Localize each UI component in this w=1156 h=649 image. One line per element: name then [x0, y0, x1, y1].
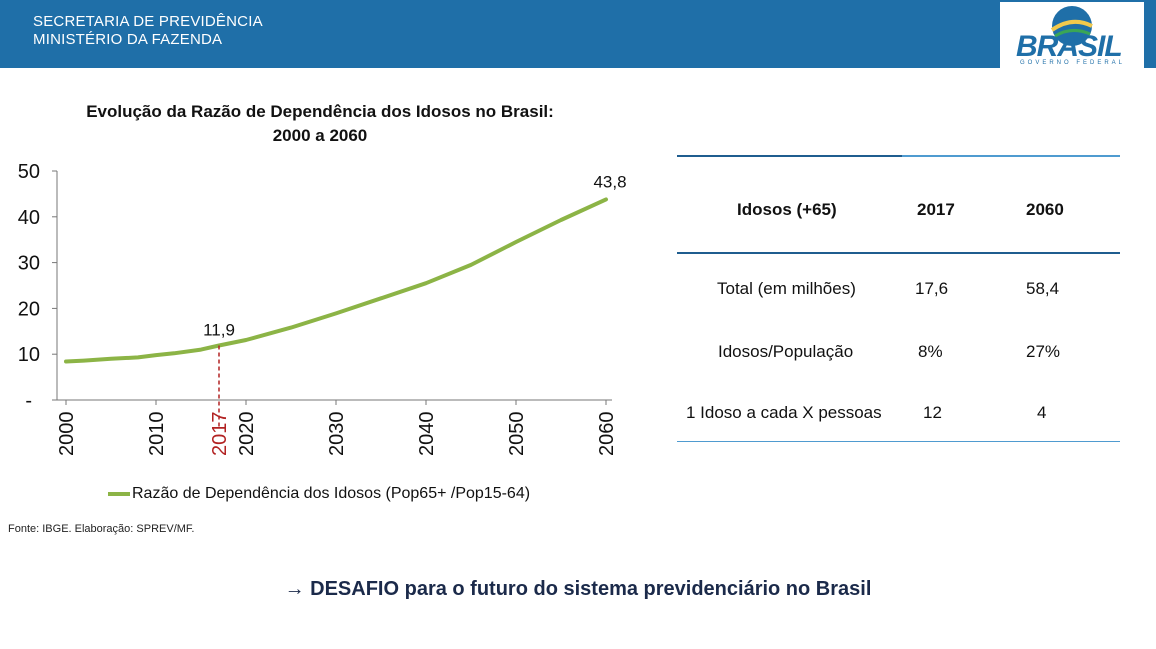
x-tick-label: 2030 [326, 412, 348, 457]
x-tick-label: 2050 [506, 412, 528, 457]
table-row-share-2017: 8% [918, 342, 943, 361]
brasil-logo: BRASIL GOVERNO FEDERAL [1000, 2, 1144, 68]
table-header-2017: 2017 [917, 200, 955, 219]
table-top-rule [677, 155, 1120, 157]
globe-icon [1050, 6, 1093, 46]
table-row-share-label: Idosos/População [718, 342, 854, 361]
x-tick-label: 2010 [146, 412, 168, 457]
legend-label: Razão de Dependência dos Idosos (Pop65+ … [132, 485, 531, 502]
table-row-total-2060: 58,4 [1026, 279, 1060, 298]
y-tick-label: - [25, 390, 32, 412]
table-header-rule [677, 252, 1120, 254]
y-tick-label: 30 [18, 253, 40, 275]
footer-note: → DESAFIO para o futuro do sistema previ… [284, 578, 872, 600]
y-tick-label: 20 [18, 298, 40, 320]
y-tick-label: 10 [18, 344, 40, 366]
table-row-ratio-label: 1 Idoso a cada X pessoas [686, 403, 882, 422]
table-row-total-2017: 17,6 [915, 279, 949, 298]
source-note: Fonte: IBGE. Elaboração: SPREV/MF. [8, 523, 195, 535]
org-line-2: MINISTÉRIO DA FAZENDA [33, 31, 223, 48]
chart-title-line-1: Evolução da Razão de Dependência dos Ido… [86, 102, 554, 121]
table-row-total-label: Total (em milhões) [717, 279, 856, 298]
y-tick-label: 50 [18, 161, 40, 183]
table-header-2060: 2060 [1026, 200, 1064, 219]
table-row-ratio-2017: 12 [923, 403, 942, 422]
data-label: 43,8 [593, 172, 626, 191]
x-tick-label: 2060 [596, 412, 618, 457]
series-line [64, 197, 608, 364]
x-tick-label: 2020 [236, 412, 258, 457]
table-row-ratio-2060: 4 [1037, 403, 1047, 422]
data-label: 11,9 [203, 320, 235, 339]
table-header-idosos: Idosos (+65) [737, 200, 837, 219]
header-bar: SECRETARIA DE PREVIDÊNCIA MINISTÉRIO DA … [0, 0, 1156, 68]
organization-name: SECRETARIA DE PREVIDÊNCIA MINISTÉRIO DA … [33, 13, 263, 49]
legend-swatch [108, 492, 130, 496]
table-row-share-2060: 27% [1026, 342, 1061, 361]
table-bottom-rule [677, 441, 1120, 442]
x-tick-label: 2017 [209, 412, 231, 457]
chart-title: Evolução da Razão de Dependência dos Ido… [40, 100, 600, 148]
org-line-1: SECRETARIA DE PREVIDÊNCIA [33, 13, 263, 30]
chart-legend: Razão de Dependência dos Idosos (Pop65+ … [108, 485, 530, 503]
x-tick-label: 2000 [56, 412, 78, 457]
chart-title-line-2: 2000 a 2060 [272, 126, 368, 145]
logo-text: BRASIL [1016, 30, 1123, 63]
logo-subtext: GOVERNO FEDERAL [1020, 60, 1126, 66]
y-tick-label: 40 [18, 207, 40, 229]
x-tick-label: 2040 [416, 412, 438, 457]
